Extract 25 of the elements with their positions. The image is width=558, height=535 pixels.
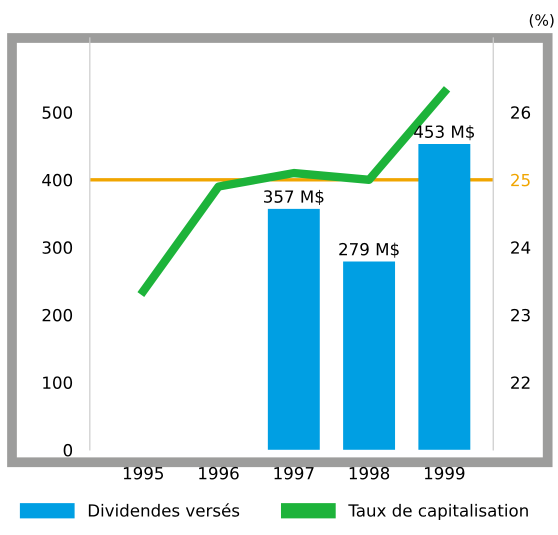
y2-tick-label: 26 [511,106,530,119]
y2-tick-label: 25 [511,174,530,186]
data-label: 357 M$ [264,190,324,206]
bar [343,262,396,450]
x-tick-label: 1997 [274,466,314,480]
y2-tick-label: 23 [511,308,530,322]
y-tick-label: 500 [42,106,72,119]
y2-tick-label: 22 [511,376,530,389]
legend-label: Dividendes versés [88,503,240,517]
y2-tick-label: 24 [511,241,530,254]
y-tick-label: 300 [42,241,72,254]
data-label: 279 M$ [339,242,399,258]
y-tick-label: 0 [64,444,72,457]
legend-label: Taux de capitalisation [348,504,528,520]
data-label: 453 M$ [414,125,474,140]
x-tick-label: 1995 [124,466,164,480]
x-tick-label: 1999 [424,466,464,480]
y2-axis-title: (%) [530,14,554,28]
y-tick-label: 400 [42,174,72,186]
y-tick-label: 100 [43,376,72,389]
bar [268,208,320,450]
x-tick-label: 1998 [350,466,390,480]
x-tick-label: 1996 [199,466,239,480]
y-tick-label: 200 [42,308,72,322]
bar [418,144,470,450]
